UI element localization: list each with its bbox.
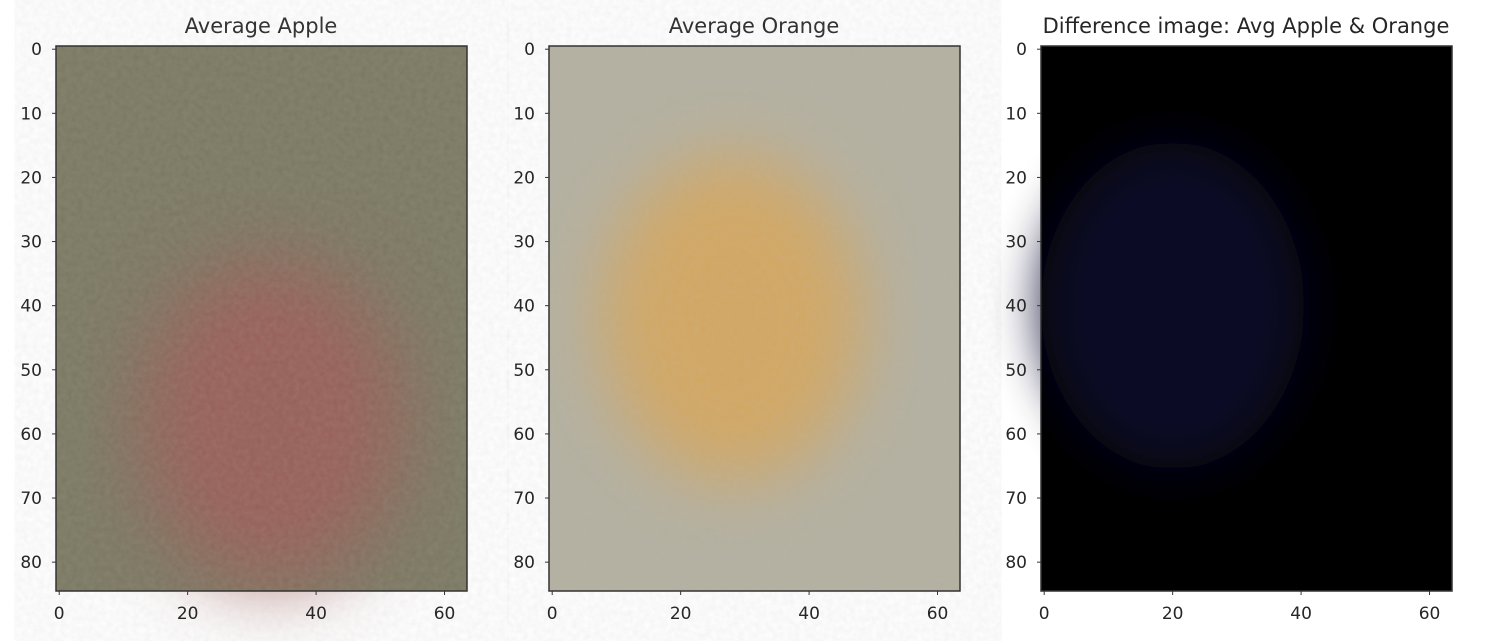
x-axis-ticks: 0 20 40 60: [54, 591, 456, 624]
y-axis-ticks: 0 10 20 30 40 50 60 70 80: [20, 40, 56, 573]
x-tick-label: 20: [1162, 604, 1184, 624]
panel-difference-image: Difference image: Avg Apple & Orange 0 20…: [1005, 14, 1453, 624]
x-tick-label: 60: [927, 604, 949, 624]
y-tick-label: 10: [20, 104, 42, 124]
panel-average-apple: Average Apple 0 20 40 60 0 10 20 30 40 50 60 70 80: [20, 14, 468, 624]
x-axis-ticks: 0 20 40 60: [1039, 591, 1441, 624]
axes-frame: [548, 45, 961, 592]
x-tick-label: 0: [547, 604, 558, 624]
x-tick-label: 0: [54, 604, 65, 624]
y-tick-label: 70: [1005, 489, 1027, 509]
y-tick-label: 70: [20, 489, 42, 509]
y-tick-label: 0: [31, 40, 42, 60]
x-tick-label: 60: [434, 604, 456, 624]
y-tick-label: 0: [1016, 40, 1027, 60]
x-tick-label: 40: [798, 604, 820, 624]
y-tick-label: 50: [20, 361, 42, 381]
x-tick-label: 20: [670, 604, 692, 624]
y-tick-label: 0: [524, 40, 535, 60]
image-grain: [549, 46, 960, 591]
image-area: [549, 46, 960, 591]
y-axis-ticks: 0 10 20 30 40 50 60 70 80: [513, 40, 549, 573]
y-tick-label: 10: [513, 104, 535, 124]
y-tick-label: 50: [1005, 361, 1027, 381]
y-tick-label: 80: [1005, 553, 1027, 573]
fruit-color-region: [1041, 142, 1305, 470]
y-tick-label: 10: [1005, 104, 1027, 124]
x-axis-ticks: 0 20 40 60: [547, 591, 949, 624]
x-tick-label: 20: [177, 604, 199, 624]
y-tick-label: 20: [1005, 168, 1027, 188]
panel-title: Average Orange: [669, 14, 840, 38]
x-tick-label: 0: [1039, 604, 1050, 624]
panel-title: Difference image: Avg Apple & Orange: [1043, 14, 1450, 38]
y-tick-label: 30: [513, 233, 535, 253]
y-tick-label: 40: [20, 297, 42, 317]
image-grain: [56, 46, 467, 591]
y-axis-ticks: 0 10 20 30 40 50 60 70 80: [1005, 40, 1041, 573]
image-area: [1041, 46, 1452, 591]
x-tick-label: 60: [1419, 604, 1441, 624]
panel-title: Average Apple: [185, 14, 338, 38]
axes-frame: [55, 45, 468, 592]
y-tick-label: 20: [20, 168, 42, 188]
y-tick-label: 70: [513, 489, 535, 509]
y-tick-label: 40: [1005, 297, 1027, 317]
y-tick-label: 40: [513, 297, 535, 317]
panel-average-orange: Average Orange 0 20 40 60 0 10 20 30 40 50 60 70 80: [513, 14, 961, 624]
y-tick-label: 20: [513, 168, 535, 188]
x-tick-label: 40: [305, 604, 327, 624]
y-tick-label: 60: [513, 425, 535, 445]
y-tick-label: 50: [513, 361, 535, 381]
y-tick-label: 60: [20, 425, 42, 445]
axes-frame: [1040, 45, 1453, 592]
y-tick-label: 30: [1005, 233, 1027, 253]
y-tick-label: 60: [1005, 425, 1027, 445]
image-area: [56, 46, 467, 591]
y-tick-label: 80: [513, 553, 535, 573]
x-tick-label: 40: [1290, 604, 1312, 624]
y-tick-label: 80: [20, 553, 42, 573]
y-tick-label: 30: [20, 233, 42, 253]
